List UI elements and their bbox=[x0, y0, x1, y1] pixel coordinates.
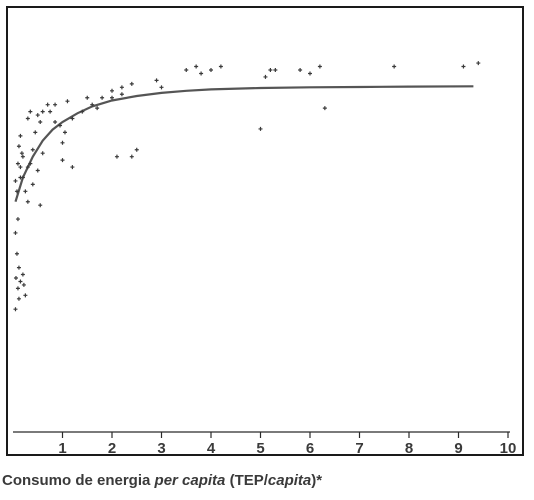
x-tick-label: 10 bbox=[500, 440, 517, 457]
data-point bbox=[461, 64, 466, 69]
x-axis-label-part-5: )* bbox=[311, 472, 323, 489]
data-point bbox=[392, 64, 397, 69]
x-tick-label: 4 bbox=[207, 440, 216, 457]
data-point bbox=[129, 81, 134, 86]
data-point bbox=[110, 95, 114, 100]
x-tick-label: 8 bbox=[405, 440, 413, 457]
data-point bbox=[80, 109, 85, 114]
data-point bbox=[25, 199, 30, 204]
data-point bbox=[13, 307, 18, 312]
data-point bbox=[13, 230, 18, 235]
data-point bbox=[38, 203, 43, 208]
x-tick-label: 3 bbox=[157, 440, 165, 457]
data-point bbox=[129, 154, 134, 159]
data-point bbox=[38, 120, 43, 124]
data-point bbox=[194, 64, 199, 69]
data-point bbox=[16, 296, 21, 301]
data-point bbox=[33, 130, 38, 135]
data-point bbox=[13, 178, 18, 183]
data-point bbox=[48, 109, 53, 114]
data-point bbox=[65, 99, 70, 104]
data-point bbox=[119, 92, 124, 97]
data-point bbox=[70, 165, 75, 170]
data-point bbox=[30, 147, 35, 152]
data-point bbox=[308, 71, 312, 76]
data-point bbox=[23, 189, 28, 194]
data-point bbox=[13, 276, 18, 280]
data-point bbox=[19, 151, 24, 156]
x-axis-label-part-1: Consumo de energia bbox=[2, 472, 155, 489]
data-point bbox=[110, 88, 114, 93]
data-point bbox=[15, 161, 20, 166]
data-point bbox=[114, 154, 119, 159]
data-point bbox=[20, 154, 25, 159]
data-point bbox=[25, 116, 30, 121]
data-point bbox=[18, 133, 23, 138]
data-point bbox=[159, 85, 164, 90]
x-tick-label: 2 bbox=[108, 440, 116, 457]
x-axis-label-part-2: per capita bbox=[154, 472, 226, 489]
data-point bbox=[60, 158, 65, 163]
data-point bbox=[298, 68, 303, 72]
data-point bbox=[85, 95, 90, 100]
fit-curve bbox=[14, 85, 474, 203]
data-point bbox=[20, 272, 25, 277]
data-point bbox=[30, 182, 35, 187]
data-point bbox=[317, 64, 322, 69]
data-point bbox=[273, 68, 278, 72]
data-point bbox=[218, 64, 223, 69]
data-point bbox=[258, 126, 263, 131]
data-point bbox=[62, 130, 67, 135]
x-axis-label-part-3: (TEP/ bbox=[225, 472, 268, 489]
data-point bbox=[322, 106, 327, 111]
data-point bbox=[28, 109, 33, 114]
data-point bbox=[18, 279, 23, 284]
data-point bbox=[268, 68, 273, 72]
data-point bbox=[100, 95, 105, 100]
data-point bbox=[134, 147, 139, 152]
data-point bbox=[14, 251, 19, 256]
data-point bbox=[16, 265, 21, 270]
data-point bbox=[35, 113, 40, 118]
x-axis-label: Consumo de energia per capita (TEP/capit… bbox=[2, 472, 532, 494]
data-point bbox=[20, 175, 25, 180]
data-point bbox=[40, 151, 45, 156]
data-point bbox=[184, 68, 189, 72]
data-point bbox=[476, 61, 481, 66]
data-point bbox=[35, 168, 40, 173]
data-point bbox=[263, 74, 268, 79]
data-point bbox=[58, 123, 63, 128]
data-point bbox=[70, 116, 75, 121]
data-point bbox=[199, 71, 204, 76]
data-point bbox=[53, 120, 58, 124]
data-point bbox=[16, 144, 21, 149]
data-point bbox=[28, 161, 33, 166]
data-point bbox=[14, 189, 19, 194]
data-point bbox=[53, 102, 58, 107]
data-point bbox=[209, 68, 213, 72]
data-point bbox=[23, 293, 28, 298]
x-tick-label: 6 bbox=[306, 440, 314, 457]
data-point bbox=[154, 78, 159, 83]
data-point bbox=[45, 102, 50, 107]
data-point bbox=[18, 165, 23, 170]
data-point bbox=[40, 109, 45, 114]
x-axis-label-part-4: capita bbox=[267, 472, 312, 489]
data-point bbox=[15, 217, 20, 222]
data-point bbox=[21, 282, 26, 287]
data-point bbox=[60, 140, 65, 145]
data-point bbox=[15, 286, 20, 291]
data-point bbox=[119, 85, 124, 90]
plot-frame bbox=[6, 6, 524, 456]
data-point bbox=[90, 102, 95, 107]
data-point bbox=[95, 106, 100, 111]
data-point bbox=[25, 165, 30, 170]
x-tick-label: 1 bbox=[58, 440, 66, 457]
x-tick-label: 5 bbox=[256, 440, 264, 457]
x-tick-label: 7 bbox=[355, 440, 363, 457]
x-tick-label: 9 bbox=[454, 440, 462, 457]
